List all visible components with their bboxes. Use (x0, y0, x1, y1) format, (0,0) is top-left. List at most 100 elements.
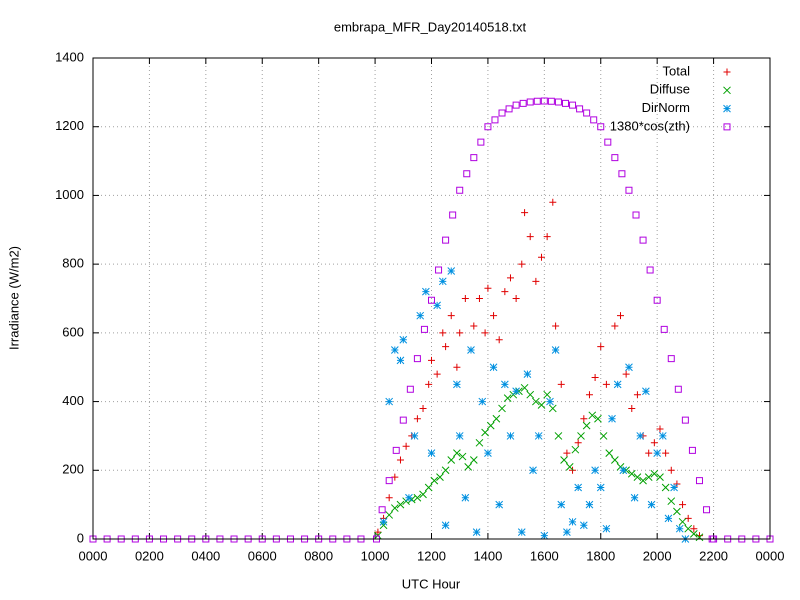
point (160, 535, 168, 543)
point (117, 535, 125, 543)
point (695, 477, 703, 485)
point (449, 211, 457, 219)
point (568, 517, 577, 526)
point (688, 446, 696, 454)
point (447, 312, 455, 320)
point (453, 449, 461, 457)
point (456, 329, 464, 337)
point (557, 380, 565, 388)
point (583, 109, 591, 117)
point (636, 432, 645, 440)
point (478, 397, 487, 406)
point (520, 383, 529, 392)
point (574, 439, 582, 447)
point (406, 385, 414, 393)
point (526, 233, 534, 241)
point (518, 260, 526, 268)
point (484, 449, 492, 457)
point (475, 295, 483, 302)
point (619, 466, 628, 475)
point (433, 370, 441, 378)
point (571, 445, 580, 454)
point (690, 525, 698, 533)
point (145, 535, 153, 543)
point (633, 473, 642, 482)
point (543, 233, 551, 241)
point (343, 535, 351, 543)
x-axis-label: UTC Hour (402, 576, 461, 591)
point (301, 535, 309, 543)
point (495, 336, 503, 344)
point (441, 521, 450, 530)
point (689, 529, 698, 538)
point (625, 186, 633, 194)
point (537, 401, 546, 409)
point (396, 500, 405, 509)
point (357, 535, 365, 543)
point (315, 535, 323, 543)
point (498, 109, 506, 117)
point (552, 322, 560, 330)
legend-label: Total (663, 63, 691, 78)
point (664, 514, 673, 523)
point (461, 493, 470, 502)
point (484, 123, 492, 131)
point (385, 397, 394, 406)
y-tick-label: 0 (77, 530, 84, 545)
point (551, 346, 560, 354)
y-tick-label: 1400 (55, 49, 84, 64)
point (532, 277, 540, 285)
point (470, 322, 478, 330)
point (540, 531, 549, 540)
point (630, 493, 639, 502)
point (548, 404, 557, 413)
point (561, 99, 569, 107)
point (501, 288, 509, 296)
point (286, 535, 294, 543)
point (498, 404, 506, 413)
point (396, 356, 405, 365)
point (557, 500, 566, 509)
point (646, 266, 654, 274)
point (419, 404, 427, 412)
point (526, 390, 535, 399)
legend-label: Diffuse (650, 82, 690, 97)
point (588, 411, 597, 420)
point (644, 473, 653, 482)
point (477, 138, 485, 146)
point (661, 483, 670, 492)
x-tick-label: 1600 (530, 548, 559, 563)
point (653, 296, 661, 304)
point (597, 123, 605, 131)
point (546, 397, 554, 406)
point (650, 439, 658, 447)
x-tick-label: 1800 (586, 548, 615, 563)
x-tick-label: 0800 (304, 548, 333, 563)
point (422, 287, 430, 296)
point (608, 414, 616, 423)
point (604, 138, 612, 146)
y-tick-label: 1200 (55, 118, 84, 133)
point (625, 363, 633, 372)
point (469, 456, 478, 464)
point (436, 473, 444, 482)
point (605, 449, 614, 457)
point (424, 483, 433, 492)
point (379, 517, 388, 526)
point (441, 466, 450, 475)
point (396, 456, 404, 464)
point (574, 483, 583, 492)
point (529, 466, 537, 475)
x-tick-label: 0000 (756, 548, 785, 563)
point (653, 449, 662, 457)
point (565, 462, 574, 471)
point (533, 97, 541, 105)
point (399, 416, 407, 424)
point (675, 524, 684, 533)
point (506, 274, 514, 282)
x-tick-label: 2200 (699, 548, 728, 563)
point (611, 456, 619, 464)
point (506, 432, 515, 440)
point (385, 477, 393, 485)
point (602, 380, 610, 388)
